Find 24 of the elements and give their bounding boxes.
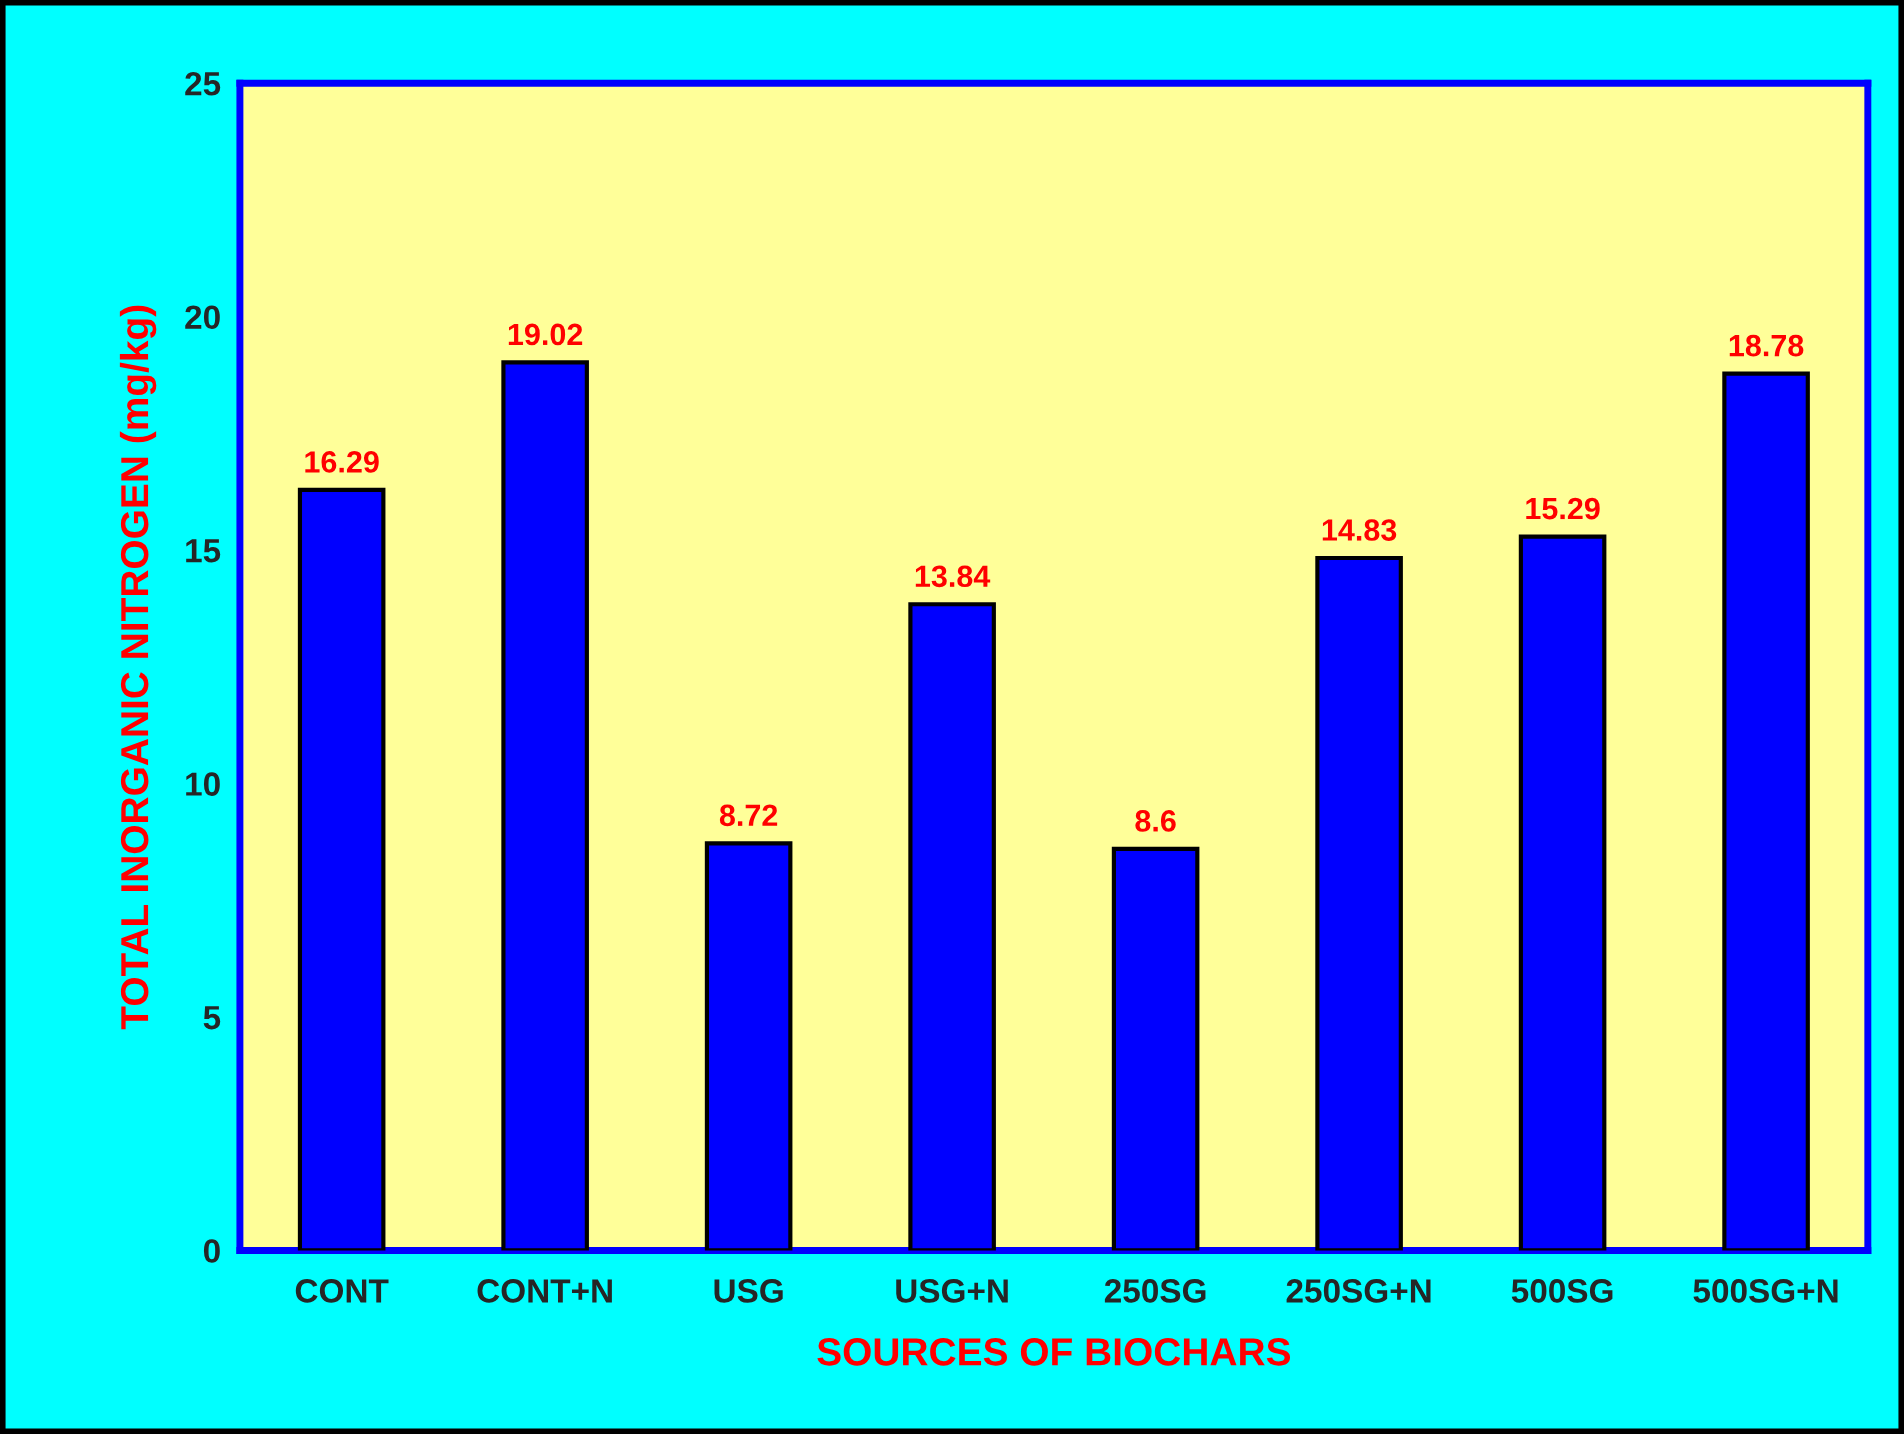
x-tick-label: USG bbox=[714, 1279, 783, 1303]
y-tick-label: 25 bbox=[185, 71, 221, 96]
data-label: 8.72 bbox=[719, 804, 778, 827]
data-label: 15.29 bbox=[1526, 497, 1600, 520]
x-tick-label: 250SG bbox=[1104, 1279, 1206, 1303]
x-axis-title: SOURCES OF BIOCHARS bbox=[817, 1338, 1291, 1366]
y-tick-label: 10 bbox=[186, 772, 220, 796]
x-tick-label: CONT bbox=[295, 1279, 389, 1303]
data-label: 8.6 bbox=[1135, 810, 1176, 832]
data-label: 16.29 bbox=[305, 451, 379, 473]
y-tick-label: 15 bbox=[186, 539, 221, 563]
x-tick-label: 500SG bbox=[1511, 1279, 1613, 1303]
y-tick-label: 0 bbox=[203, 1239, 220, 1263]
x-tick-label: CONT+N bbox=[477, 1279, 612, 1303]
y-tick-label: 5 bbox=[203, 1006, 221, 1030]
data-label: 13.84 bbox=[915, 565, 991, 588]
x-tick-label: 500SG+N bbox=[1693, 1279, 1838, 1303]
y-tick-label: 20 bbox=[185, 305, 220, 330]
x-tick-label: 250SG+N bbox=[1286, 1279, 1431, 1303]
data-label: 19.02 bbox=[508, 323, 583, 346]
y-axis-title: TOTAL INORGANIC NITROGEN (mg/kg) bbox=[119, 305, 157, 1030]
data-label: 14.83 bbox=[1322, 519, 1397, 541]
x-tick-label: USG+N bbox=[896, 1279, 1008, 1303]
data-label: 18.78 bbox=[1729, 334, 1804, 357]
